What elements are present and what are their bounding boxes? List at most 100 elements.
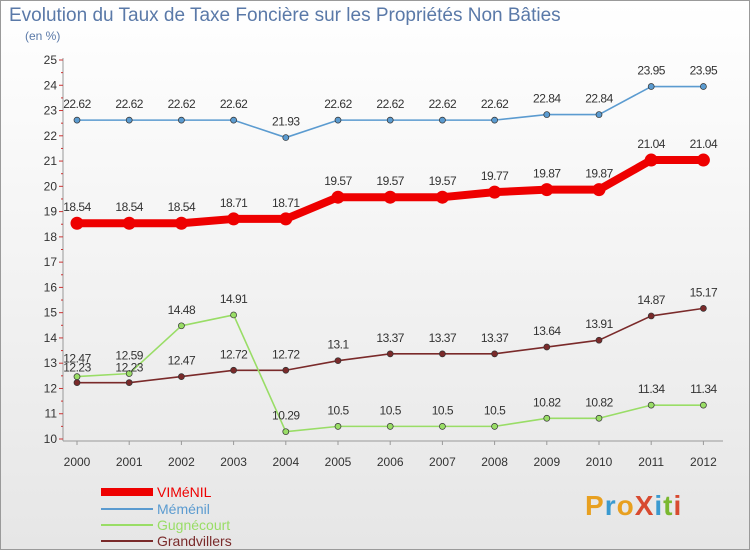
proxiti-logo: ProXiti — [585, 490, 683, 521]
data-point — [282, 366, 290, 374]
data-label: 22.62 — [115, 97, 143, 111]
x-tick-label: 2004 — [272, 455, 299, 469]
data-label: 18.71 — [220, 196, 248, 210]
y-tick-label: 11 — [45, 407, 58, 421]
data-point — [230, 116, 237, 124]
data-point — [70, 216, 84, 230]
data-label: 23.95 — [637, 64, 665, 78]
data-point — [125, 116, 133, 124]
data-point — [386, 350, 394, 358]
data-point — [73, 373, 81, 380]
data-label: 14.87 — [637, 293, 665, 307]
data-point — [386, 423, 394, 430]
data-point — [125, 370, 133, 377]
y-tick-label: 12 — [44, 381, 58, 395]
y-tick-label: 23 — [44, 104, 58, 118]
data-label: 21.04 — [637, 137, 665, 151]
data-label: 10.5 — [432, 403, 454, 417]
data-label: 23.95 — [690, 64, 718, 78]
data-label: 12.23 — [115, 361, 143, 375]
data-point — [386, 116, 394, 124]
data-point — [595, 336, 603, 344]
data-point — [73, 116, 81, 124]
data-point — [540, 183, 554, 197]
data-point — [543, 343, 551, 351]
data-point — [334, 357, 342, 365]
data-point — [122, 216, 136, 230]
data-point — [488, 185, 502, 199]
data-label: 12.72 — [272, 347, 300, 361]
data-label: 18.54 — [63, 200, 91, 214]
legend-entry: VIMéNIL — [157, 484, 212, 500]
x-tick-label: 2003 — [220, 455, 247, 469]
data-point — [491, 350, 498, 358]
y-tick-label: 10 — [44, 432, 58, 446]
y-tick-label: 13 — [44, 356, 58, 370]
y-tick-label: 18 — [44, 230, 58, 244]
data-point — [227, 212, 241, 226]
data-label: 18.71 — [272, 196, 300, 210]
data-label: 21.93 — [272, 115, 300, 129]
data-point — [491, 116, 498, 124]
data-point — [700, 83, 707, 90]
data-point — [647, 401, 655, 409]
data-label: 22.62 — [220, 97, 248, 111]
data-label: 19.57 — [324, 174, 352, 188]
data-label: 10.5 — [327, 403, 349, 417]
data-point — [279, 212, 293, 226]
data-label: 12.47 — [168, 354, 196, 368]
data-point — [543, 414, 551, 422]
data-label: 19.57 — [429, 174, 457, 188]
data-label: 22.62 — [429, 97, 457, 111]
data-point — [174, 216, 188, 230]
data-point — [644, 153, 658, 167]
y-tick-label: 16 — [44, 280, 58, 294]
data-label: 12.72 — [220, 347, 248, 361]
legend-entry: Méménil — [157, 501, 210, 517]
data-label: 14.91 — [220, 292, 248, 306]
data-label: 12.23 — [63, 361, 91, 375]
data-point — [592, 183, 606, 197]
data-point — [73, 379, 81, 387]
data-point — [282, 428, 290, 436]
y-tick-label: 25 — [44, 53, 58, 67]
x-tick-label: 2010 — [586, 455, 613, 469]
y-tick-label: 20 — [44, 179, 58, 193]
data-label: 10.82 — [585, 395, 613, 409]
data-label: 18.54 — [115, 200, 143, 214]
data-label: 10.82 — [533, 395, 561, 409]
data-label: 22.62 — [324, 97, 352, 111]
y-tick-label: 15 — [44, 306, 58, 320]
data-point — [439, 116, 446, 124]
data-label: 19.87 — [533, 167, 561, 181]
data-point — [383, 190, 397, 204]
data-point — [491, 423, 498, 430]
data-point — [595, 111, 603, 118]
data-label: 11.34 — [638, 382, 665, 396]
x-tick-label: 2008 — [481, 455, 508, 469]
data-label: 21.04 — [690, 137, 718, 151]
data-label: 22.62 — [481, 97, 509, 111]
y-tick-label: 21 — [44, 154, 58, 168]
data-label: 22.62 — [376, 97, 404, 111]
data-label: 19.77 — [481, 169, 509, 183]
x-tick-label: 2001 — [116, 455, 143, 469]
data-point — [439, 423, 446, 430]
data-point — [647, 312, 655, 320]
y-unit-label: (en %) — [25, 29, 61, 43]
legend-entry: Grandvillers — [157, 533, 232, 549]
data-label: 11.34 — [690, 382, 717, 396]
data-label: 10.5 — [484, 403, 506, 417]
y-tick-label: 19 — [44, 205, 58, 219]
data-label: 14.48 — [168, 303, 196, 317]
data-point — [439, 350, 446, 358]
data-label: 12.59 — [115, 349, 143, 363]
data-point — [700, 305, 707, 312]
data-label: 13.37 — [376, 331, 404, 345]
data-label: 19.57 — [376, 174, 404, 188]
data-label: 18.54 — [168, 200, 196, 214]
data-point — [282, 134, 290, 141]
legend-entry: Gugnécourt — [157, 517, 230, 533]
